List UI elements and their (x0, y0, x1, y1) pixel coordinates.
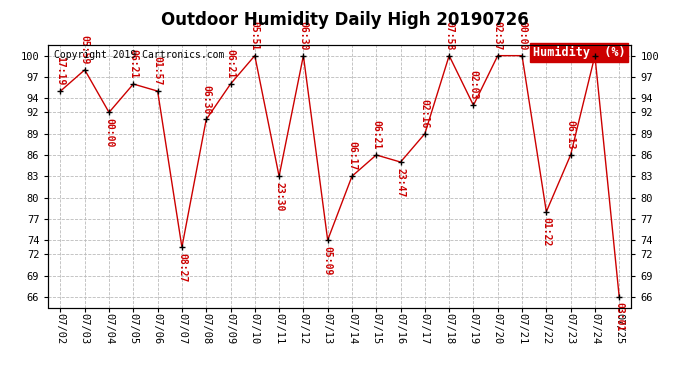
Text: 17:19: 17:19 (55, 56, 66, 86)
Text: Humidity  (%): Humidity (%) (533, 46, 626, 59)
Text: 23:47: 23:47 (395, 168, 406, 197)
Text: 02:16: 02:16 (420, 99, 430, 128)
Text: 07:58: 07:58 (444, 21, 454, 50)
Text: 00:00: 00:00 (517, 21, 527, 50)
Text: 08:27: 08:27 (177, 253, 187, 282)
Text: 06:30: 06:30 (298, 21, 308, 50)
Text: 00:00: 00:00 (104, 118, 114, 147)
Text: 01:22: 01:22 (542, 217, 551, 247)
Text: Copyright 2019 Cartronics.com: Copyright 2019 Cartronics.com (54, 50, 224, 60)
Text: 02:37: 02:37 (493, 21, 503, 50)
Text: Outdoor Humidity Daily High 20190726: Outdoor Humidity Daily High 20190726 (161, 11, 529, 29)
Text: 23:30: 23:30 (274, 182, 284, 211)
Text: 06:30: 06:30 (201, 85, 211, 114)
Text: 06:21: 06:21 (128, 49, 138, 78)
Text: 05:51: 05:51 (250, 21, 260, 50)
Text: 05:59: 05:59 (80, 35, 90, 64)
Text: 06:17: 06:17 (347, 141, 357, 171)
Text: 05:09: 05:09 (323, 246, 333, 275)
Text: 03:01: 03:01 (614, 302, 624, 332)
Text: 01:57: 01:57 (152, 56, 163, 86)
Text: 06:21: 06:21 (371, 120, 382, 149)
Text: 06:13: 06:13 (566, 120, 575, 149)
Text: 06:21: 06:21 (226, 49, 235, 78)
Text: 02:03: 02:03 (469, 70, 478, 100)
